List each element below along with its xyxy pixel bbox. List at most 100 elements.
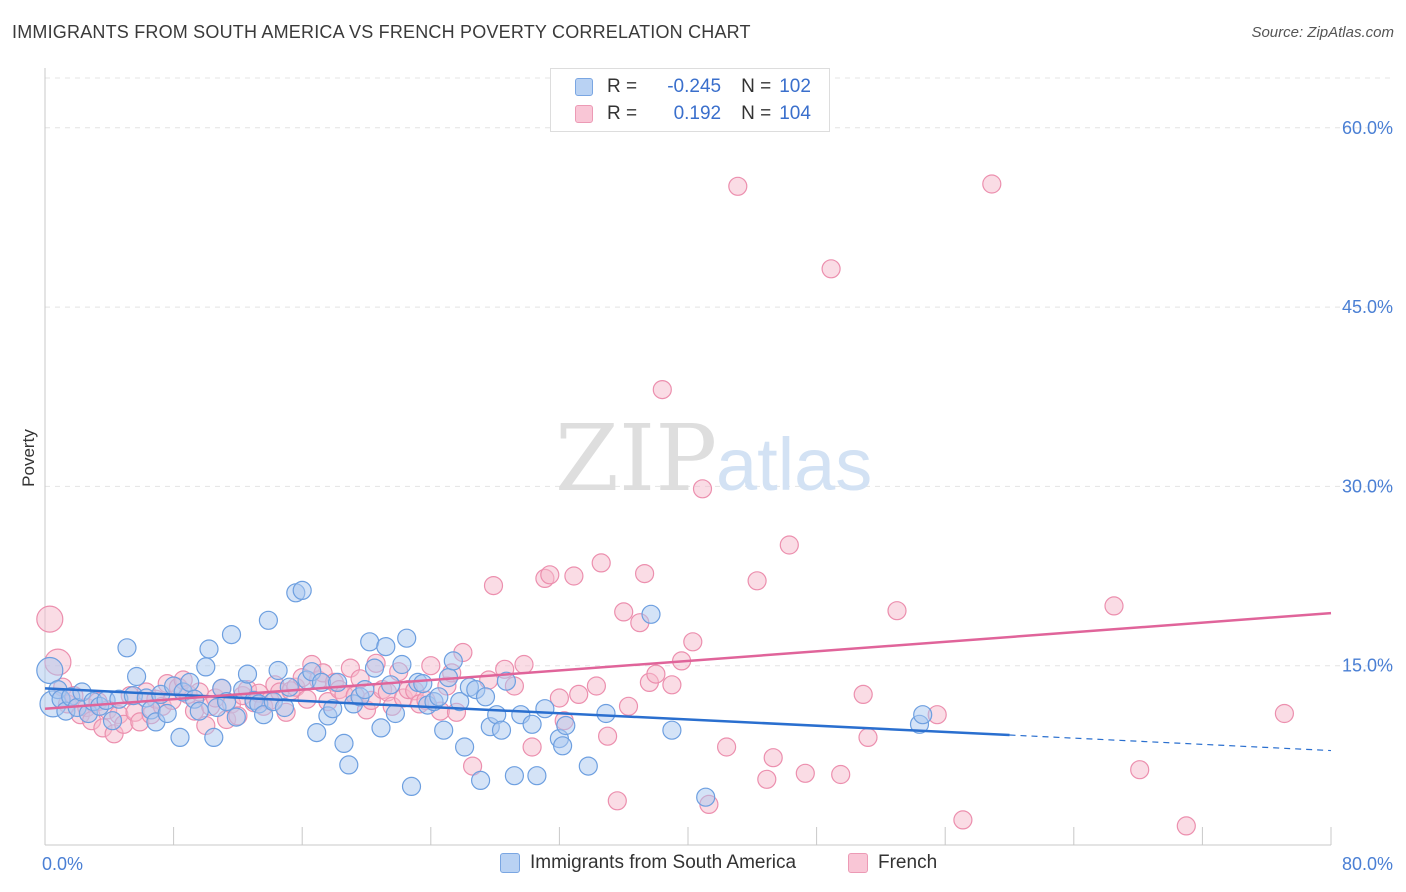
correlation-legend: R = -0.245 N = 102 R = 0.192 N = 104	[550, 68, 830, 132]
french-point	[982, 174, 1002, 194]
south-america-point	[443, 651, 463, 671]
french-point	[607, 791, 627, 811]
south-america-point	[496, 671, 516, 691]
legend-n-label: N =	[741, 103, 772, 124]
y-tick-label: 60.0%	[1342, 118, 1393, 138]
south-america-point	[279, 677, 299, 697]
south-america-point	[371, 718, 391, 738]
watermark-atlas: atlas	[716, 423, 872, 506]
south-america-point	[401, 776, 422, 797]
south-america-point	[434, 720, 454, 740]
south-america-point	[385, 703, 405, 724]
french-point	[522, 737, 542, 757]
chart-title: IMMIGRANTS FROM SOUTH AMERICA VS FRENCH …	[12, 22, 751, 42]
south-america-point	[429, 687, 449, 707]
south-america-point	[170, 727, 190, 748]
y-tick-label: 30.0%	[1342, 476, 1393, 496]
french-point	[716, 737, 737, 757]
south-america-point	[127, 666, 147, 687]
legend-n-value: 102	[779, 76, 811, 97]
legend-r-value: 0.192	[673, 103, 722, 124]
x-tick-label-max: 80.0%	[1342, 854, 1393, 874]
french-point	[692, 479, 713, 499]
south-america-point	[662, 720, 682, 740]
x-ticks	[44, 827, 1332, 845]
legend-row-south-america: R = -0.245 N = 102	[575, 75, 811, 99]
french-point	[1104, 596, 1124, 616]
french-point	[887, 601, 907, 621]
south-america-point	[527, 766, 547, 786]
watermark-zip: ZIP	[555, 405, 717, 512]
french-point	[549, 688, 570, 708]
legend-n-label: N =	[741, 76, 772, 97]
french-point	[953, 810, 973, 830]
south-america-point	[204, 727, 224, 748]
south-america-point	[397, 628, 417, 648]
south-america-point	[334, 733, 354, 754]
french-point	[483, 575, 504, 596]
legend-item-french[interactable]: French	[848, 852, 937, 874]
french-point	[614, 602, 634, 622]
south-america-point	[268, 660, 288, 681]
south-america-points	[36, 580, 933, 807]
south-america-point	[364, 658, 385, 678]
french-point	[747, 571, 767, 591]
legend-swatch-blue	[500, 853, 520, 873]
y-tick-label: 15.0%	[1342, 656, 1393, 676]
french-point	[564, 566, 584, 586]
french-point	[646, 664, 666, 684]
south-america-point	[522, 714, 542, 734]
south-america-point	[323, 699, 343, 719]
south-america-point	[556, 715, 576, 736]
french-point	[1176, 816, 1196, 836]
french-point	[591, 553, 611, 573]
south-america-trend-extension	[1009, 734, 1332, 752]
legend-label-south-america: Immigrants from South America	[530, 852, 797, 873]
source-credit: Source: ZipAtlas.com	[1251, 24, 1394, 41]
legend-item-south-america[interactable]: Immigrants from South America	[500, 852, 796, 874]
south-america-point	[102, 711, 123, 731]
south-america-point	[413, 673, 433, 694]
legend-swatch-pink	[575, 105, 593, 123]
french-point	[683, 632, 703, 652]
french-point	[36, 605, 64, 633]
french-point	[1274, 703, 1295, 724]
legend-swatch-pink	[848, 853, 868, 873]
south-america-point	[535, 699, 555, 719]
french-point	[297, 689, 317, 709]
south-america-point	[913, 705, 933, 725]
french-point	[757, 769, 777, 789]
french-point	[618, 696, 639, 716]
south-america-point	[117, 638, 137, 658]
south-america-point	[552, 736, 573, 756]
grid-lines	[45, 77, 1393, 667]
legend-label-french: French	[878, 852, 938, 873]
french-point	[540, 565, 560, 585]
south-america-point	[491, 720, 512, 740]
legend-n-value: 104	[779, 103, 811, 124]
south-america-point	[578, 756, 598, 776]
south-america-point	[221, 624, 242, 645]
legend-r-value: -0.245	[667, 76, 722, 97]
french-point	[1130, 760, 1150, 780]
series-legend: Immigrants from South America French	[0, 852, 1406, 878]
french-point	[652, 380, 672, 400]
french-point	[569, 684, 589, 705]
south-america-point	[392, 654, 412, 675]
french-point	[858, 727, 878, 748]
y-tick-labels: 15.0% 30.0% 45.0% 60.0%	[1342, 118, 1393, 676]
south-america-point	[471, 770, 491, 791]
south-america-point	[254, 705, 274, 725]
french-point	[586, 676, 607, 696]
south-america-point	[157, 703, 177, 724]
south-america-point	[504, 766, 525, 786]
french-point	[779, 535, 799, 555]
south-america-point	[328, 672, 348, 693]
french-point	[728, 176, 748, 196]
south-america-point	[455, 737, 475, 757]
legend-swatch-blue	[575, 78, 593, 96]
french-point	[634, 563, 655, 584]
y-axis-label: Poverty	[19, 429, 38, 487]
south-america-point	[450, 691, 470, 712]
